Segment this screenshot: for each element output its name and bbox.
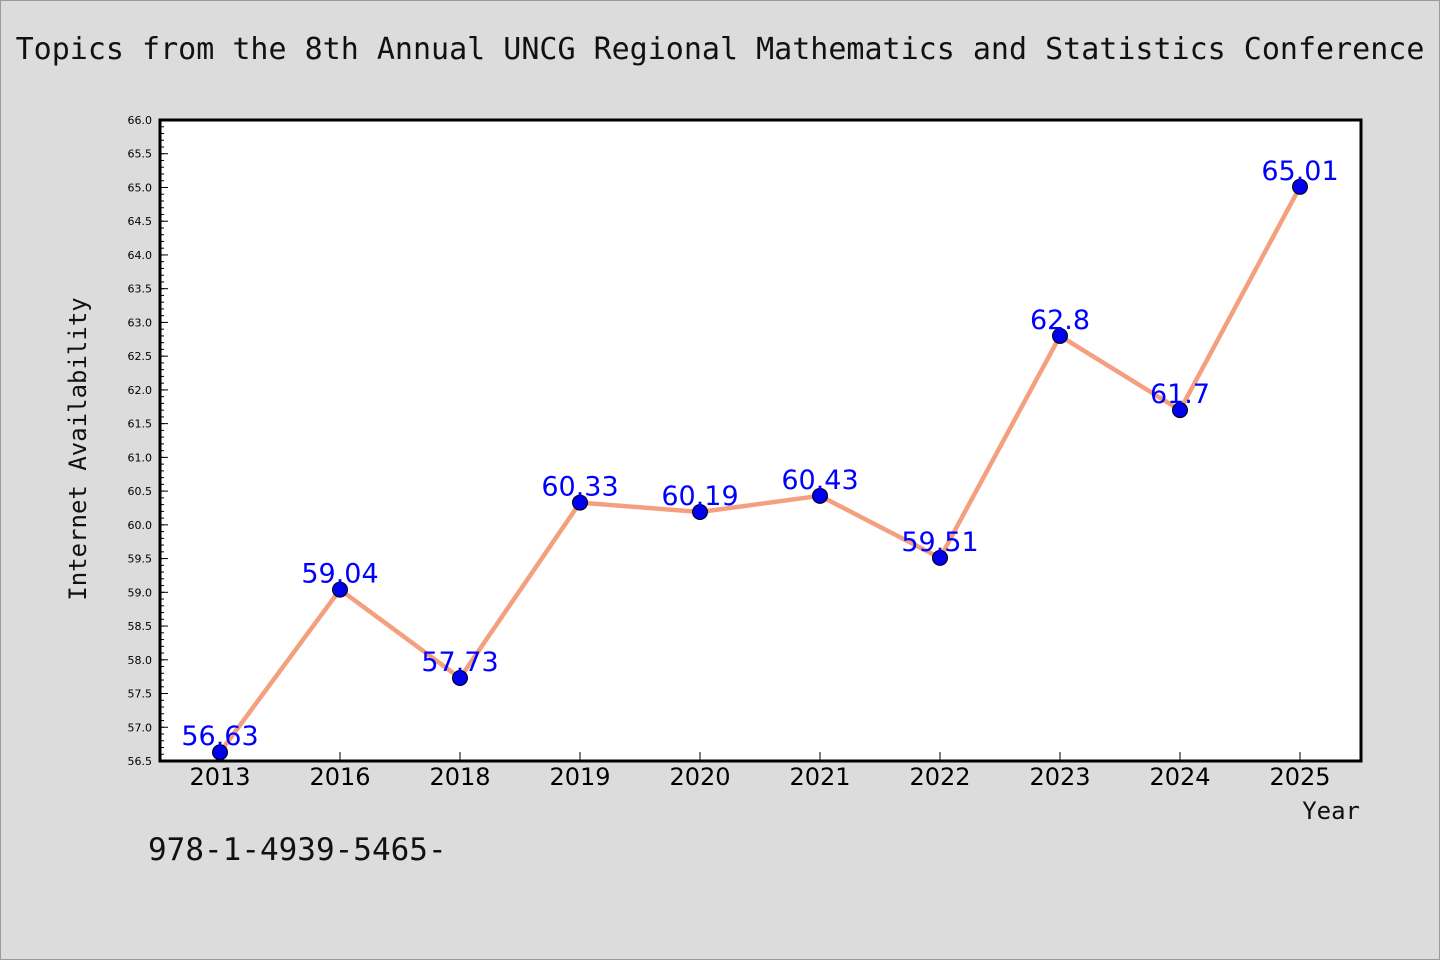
series-line [218,185,1302,754]
data-point [1052,327,1068,344]
data-label: 60.19 [661,481,738,512]
x-tick-label: 2020 [669,763,730,791]
data-label: 60.33 [541,472,618,503]
x-axis-label: Year [1302,797,1360,825]
x-tick-label: 2021 [789,763,850,791]
y-tick-label: 64.0 [128,249,153,262]
y-tick-label: 62.5 [128,350,153,363]
data-label: 61.7 [1150,379,1210,410]
y-tick-label: 61.5 [128,418,153,431]
y-tick-label: 62.0 [128,384,153,397]
y-tick-label: 61.0 [128,451,153,464]
y-axis-label: Internet Availability [64,297,92,600]
data-point [452,670,468,687]
x-tick-label: 2018 [429,763,490,791]
y-tick-label: 63.0 [128,316,153,329]
y-tick-label: 66.0 [128,114,153,127]
x-tick-label: 2023 [1029,763,1090,791]
x-tick-label: 2024 [1149,763,1210,791]
data-label: 62.8 [1030,305,1090,336]
data-point [932,549,948,566]
plot-border [158,118,1363,763]
data-label: 59.51 [901,527,978,558]
series-group: 56.63 59.04 57.73 60.33 60.19 60.43 59.51 62.8 6… [181,156,1339,761]
data-point [1172,402,1188,419]
y-tick-label: 58.5 [128,620,153,633]
data-point [1292,178,1308,195]
data-label: 56.63 [181,721,258,752]
plot-area [160,120,1361,761]
data-label: 59.04 [301,559,378,590]
y-tick-label: 65.5 [128,148,153,161]
data-point [692,504,708,521]
data-label: 65.01 [1261,156,1338,187]
y-tick-label: 65.0 [128,181,153,194]
footer-text: 978-1-4939-5465- [148,832,447,868]
x-tick-label: 2022 [909,763,970,791]
y-tick-label: 63.5 [128,283,153,296]
y-tick-label: 64.5 [128,215,153,228]
x-axis: 2013 2016 2018 2019 2020 2021 2022 2023 2024 2025 [189,752,1331,791]
y-tick-label: 60.5 [128,485,153,498]
chart-title: Topics from the 8th Annual UNCG Regional… [15,32,1425,67]
x-tick-label: 2025 [1269,763,1330,791]
y-tick-label: 58.0 [128,654,153,667]
x-tick-label: 2013 [189,763,250,791]
data-point [572,494,588,511]
data-label: 57.73 [421,647,498,678]
x-tick-label: 2016 [309,763,370,791]
data-label: 60.43 [781,465,858,496]
y-tick-label: 57.5 [128,688,153,701]
y-tick-label: 56.5 [128,755,153,768]
data-point [332,581,348,598]
y-tick-label: 59.0 [128,586,153,599]
y-tick-label: 59.5 [128,553,153,566]
x-tick-label: 2019 [549,763,610,791]
y-tick-label: 60.0 [128,519,153,532]
data-point [812,487,828,504]
y-tick-label: 57.0 [128,721,153,734]
